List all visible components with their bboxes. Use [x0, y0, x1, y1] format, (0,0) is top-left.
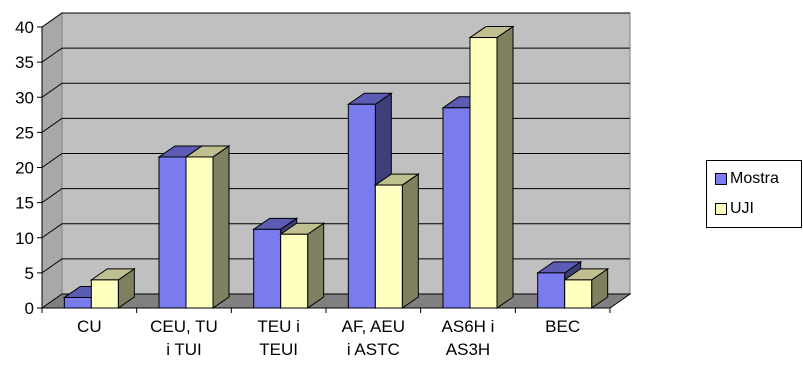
x-category-label: TEU i	[257, 317, 300, 336]
bar-uji-4	[373, 173, 420, 309]
bar-uji-1-front	[90, 279, 119, 309]
bar-uji-6	[563, 267, 610, 309]
bar-mostra-6-front	[537, 272, 566, 309]
gridline	[41, 223, 630, 239]
bar-uji-1	[89, 267, 136, 309]
bar-mostra-3-front	[253, 228, 282, 309]
bar-mostra-2-front	[158, 156, 187, 309]
y-tick-label: 25	[15, 123, 34, 142]
y-tick-label: 40	[15, 18, 34, 37]
legend: Mostra UJI	[706, 160, 802, 228]
bar-uji-3	[279, 222, 326, 309]
bar-uji-4-side	[401, 173, 419, 309]
bar-mostra-1-front	[63, 296, 92, 309]
x-category-label: AF, AEU	[342, 317, 405, 336]
gridline	[41, 12, 630, 28]
legend-swatch-uji	[715, 203, 727, 215]
gridline	[41, 153, 630, 168]
gridline	[41, 47, 630, 63]
bar-uji-6-front	[564, 279, 593, 309]
legend-label-mostra: Mostra	[730, 170, 779, 187]
legend-swatch-mostra	[715, 173, 727, 185]
x-category-label: AS6H i	[442, 317, 495, 336]
legend-item-mostra: Mostra	[715, 170, 779, 188]
x-category-label: TEUI	[259, 340, 298, 359]
y-tick-label: 35	[15, 53, 34, 72]
bar-uji-3-front	[280, 233, 309, 309]
bar-uji-2-side	[212, 145, 230, 309]
bar-uji-2-front	[185, 156, 214, 309]
bar-uji-5-side	[496, 25, 514, 309]
gridline	[41, 188, 630, 204]
gridline	[41, 82, 630, 98]
bar-uji-3-side	[307, 222, 325, 309]
gridline	[41, 258, 630, 274]
x-category-label: CEU, TU	[150, 317, 218, 336]
bar-uji-2	[184, 145, 231, 309]
gridline	[41, 117, 630, 133]
bar-uji-5	[468, 25, 515, 309]
y-tick-label: 10	[15, 229, 34, 248]
x-category-label: BEC	[545, 317, 580, 336]
x-category-label: AS3H	[446, 340, 490, 359]
y-tick-label: 15	[15, 194, 34, 213]
bar-mostra-5-front	[442, 107, 471, 309]
x-category-label: CU	[77, 317, 102, 336]
y-tick-label: 20	[15, 159, 34, 178]
y-tick-label: 5	[25, 264, 34, 283]
bar-mostra-4-front	[347, 103, 376, 309]
bar-uji-5-front	[469, 37, 498, 309]
x-category-label: i TUI	[166, 340, 202, 359]
x-category-label: i ASTC	[347, 340, 400, 359]
y-tick-label: 0	[25, 299, 34, 318]
legend-label-uji: UJI	[730, 200, 754, 217]
y-tick-label: 30	[15, 88, 34, 107]
bar-uji-4-front	[374, 184, 403, 309]
legend-item-uji: UJI	[715, 200, 754, 218]
